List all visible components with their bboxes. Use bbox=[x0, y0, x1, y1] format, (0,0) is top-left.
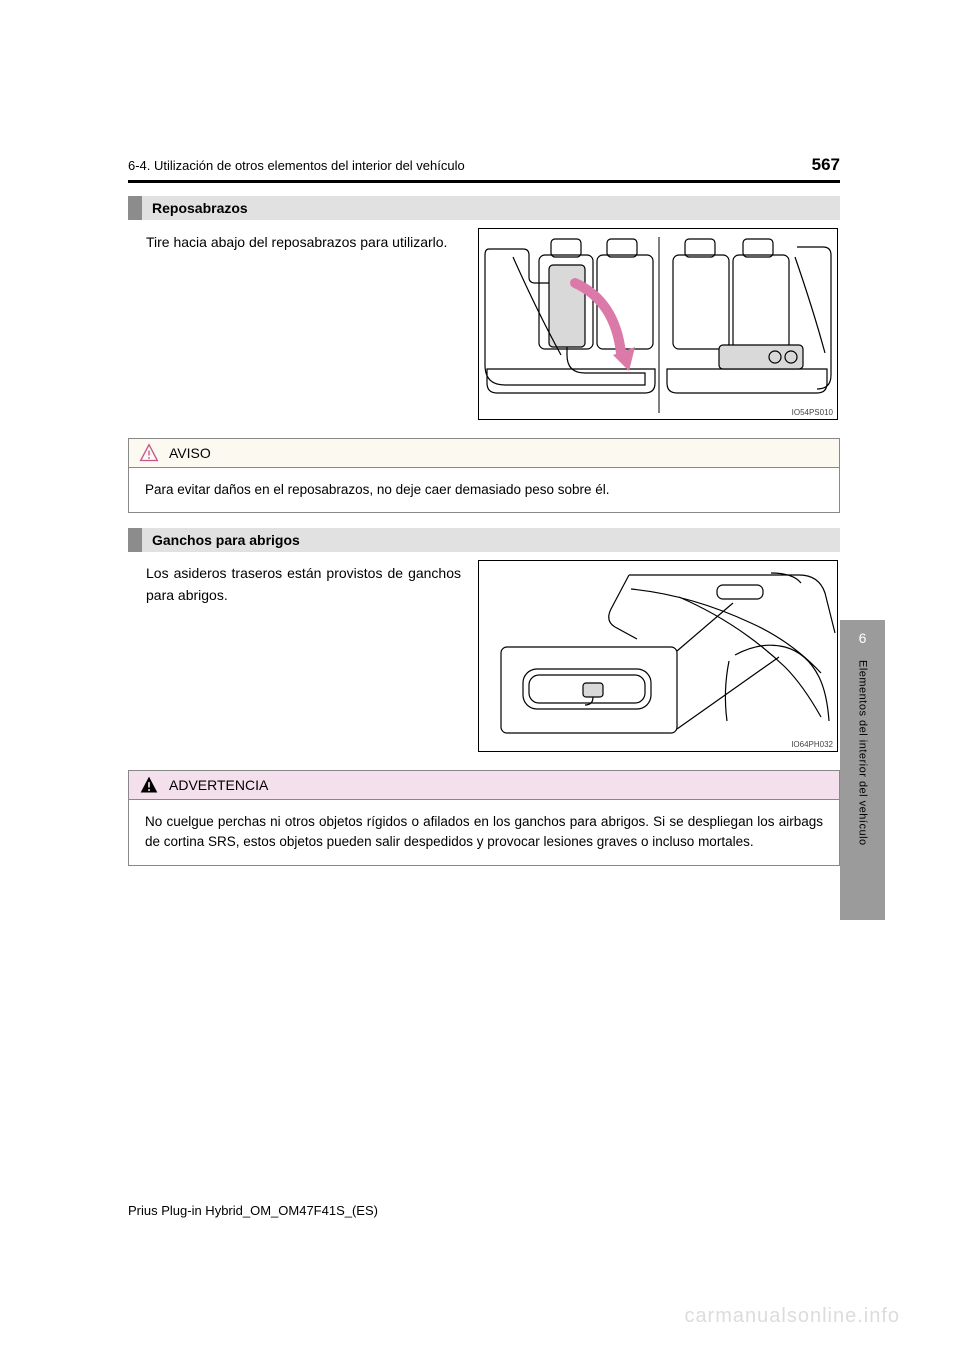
coat-hook-illustration bbox=[479, 561, 839, 753]
page-number: 567 bbox=[812, 155, 840, 175]
advertencia-callout: ADVERTENCIA No cuelgue perchas ni otros … bbox=[128, 770, 840, 866]
advertencia-body: No cuelgue perchas ni otros objetos rígi… bbox=[129, 800, 839, 865]
watermark: carmanualsonline.info bbox=[684, 1305, 900, 1328]
body-text: Los asideros traseros están provistos de… bbox=[146, 563, 461, 606]
advertencia-title: ADVERTENCIA bbox=[169, 777, 268, 793]
section-heading-reposabrazos: Reposabrazos bbox=[128, 196, 840, 220]
armrest-illustration bbox=[479, 229, 839, 421]
section-heading-label: Ganchos para abrigos bbox=[152, 532, 300, 548]
aviso-body: Para evitar daños en el reposabrazos, no… bbox=[129, 468, 839, 512]
advertencia-title-bar: ADVERTENCIA bbox=[129, 771, 839, 800]
warning-triangle-solid-icon bbox=[139, 775, 159, 795]
header-section: 6-4. Utilización de otros elementos del … bbox=[128, 158, 465, 173]
chapter-number: 6 bbox=[859, 630, 867, 646]
warning-triangle-icon bbox=[139, 443, 159, 463]
figure-coat-hook: IO64PH032 bbox=[478, 560, 838, 752]
figure-armrest: IO54PS010 bbox=[478, 228, 838, 420]
aviso-callout: AVISO Para evitar daños en el reposabraz… bbox=[128, 438, 840, 513]
body-text: Tire hacia abajo del reposabrazos para u… bbox=[146, 232, 461, 254]
aviso-title-bar: AVISO bbox=[129, 439, 839, 468]
header-rule bbox=[128, 180, 840, 183]
section-heading-label: Reposabrazos bbox=[152, 200, 248, 216]
aviso-title: AVISO bbox=[169, 445, 211, 461]
chapter-side-tab: 6 Elementos del interior del vehículo bbox=[840, 620, 885, 920]
figure-code: IO64PH032 bbox=[791, 740, 833, 749]
chapter-title: Elementos del interior del vehículo bbox=[857, 660, 869, 846]
figure-code: IO54PS010 bbox=[792, 408, 833, 417]
section-heading-ganchos: Ganchos para abrigos bbox=[128, 528, 840, 552]
footer-model-line: Prius Plug-in Hybrid_OM_OM47F41S_(ES) bbox=[128, 1203, 378, 1218]
